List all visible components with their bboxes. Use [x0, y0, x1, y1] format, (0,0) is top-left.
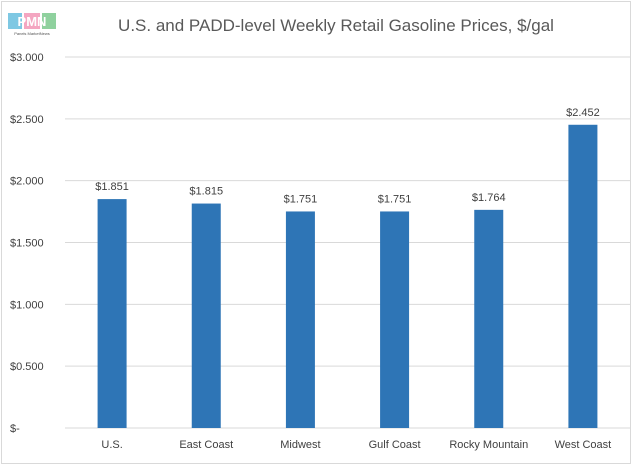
bar — [97, 199, 127, 428]
x-tick-label: Midwest — [280, 439, 320, 451]
bar — [568, 124, 598, 428]
y-tick-label: $0.500 — [10, 361, 44, 373]
gridlines — [65, 56, 630, 429]
y-tick-label: $2.500 — [10, 114, 44, 126]
data-label: $1.751 — [378, 193, 412, 205]
bar — [380, 211, 410, 428]
logo-caption: Panels MarketNews — [14, 31, 50, 36]
bar — [285, 211, 315, 428]
data-label: $1.815 — [189, 186, 223, 198]
x-tick-label: Rocky Mountain — [449, 439, 528, 451]
bars — [97, 124, 598, 428]
x-tick-label: West Coast — [555, 439, 612, 451]
pmn-logo: PMN Panels MarketNews — [7, 12, 57, 36]
x-tick-label: U.S. — [101, 439, 122, 451]
y-axis-tick-labels: $- $0.500 $1.000 $1.500 $2.000 $2.500 $3.000 — [10, 52, 44, 435]
logo-text: PMN — [18, 14, 47, 29]
bar — [191, 203, 221, 428]
data-label: $1.751 — [284, 193, 318, 205]
y-tick-label: $1.000 — [10, 299, 44, 311]
y-tick-label: $2.000 — [10, 176, 44, 188]
data-label: $1.851 — [95, 181, 129, 193]
data-labels: $1.851 $1.815 $1.751 $1.751 $1.764 $2.452 — [95, 107, 599, 206]
y-tick-label: $3.000 — [10, 52, 44, 64]
chart-title: U.S. and PADD-level Weekly Retail Gasoli… — [118, 16, 554, 35]
x-tick-label: East Coast — [179, 439, 233, 451]
x-tick-label: Gulf Coast — [369, 439, 421, 451]
x-axis-tick-labels: U.S. East Coast Midwest Gulf Coast Rocky Mou… — [101, 439, 611, 451]
data-label: $2.452 — [566, 107, 600, 119]
bar — [474, 209, 504, 428]
data-label: $1.764 — [472, 192, 506, 204]
y-tick-label: $- — [10, 423, 20, 435]
y-tick-label: $1.500 — [10, 238, 44, 250]
